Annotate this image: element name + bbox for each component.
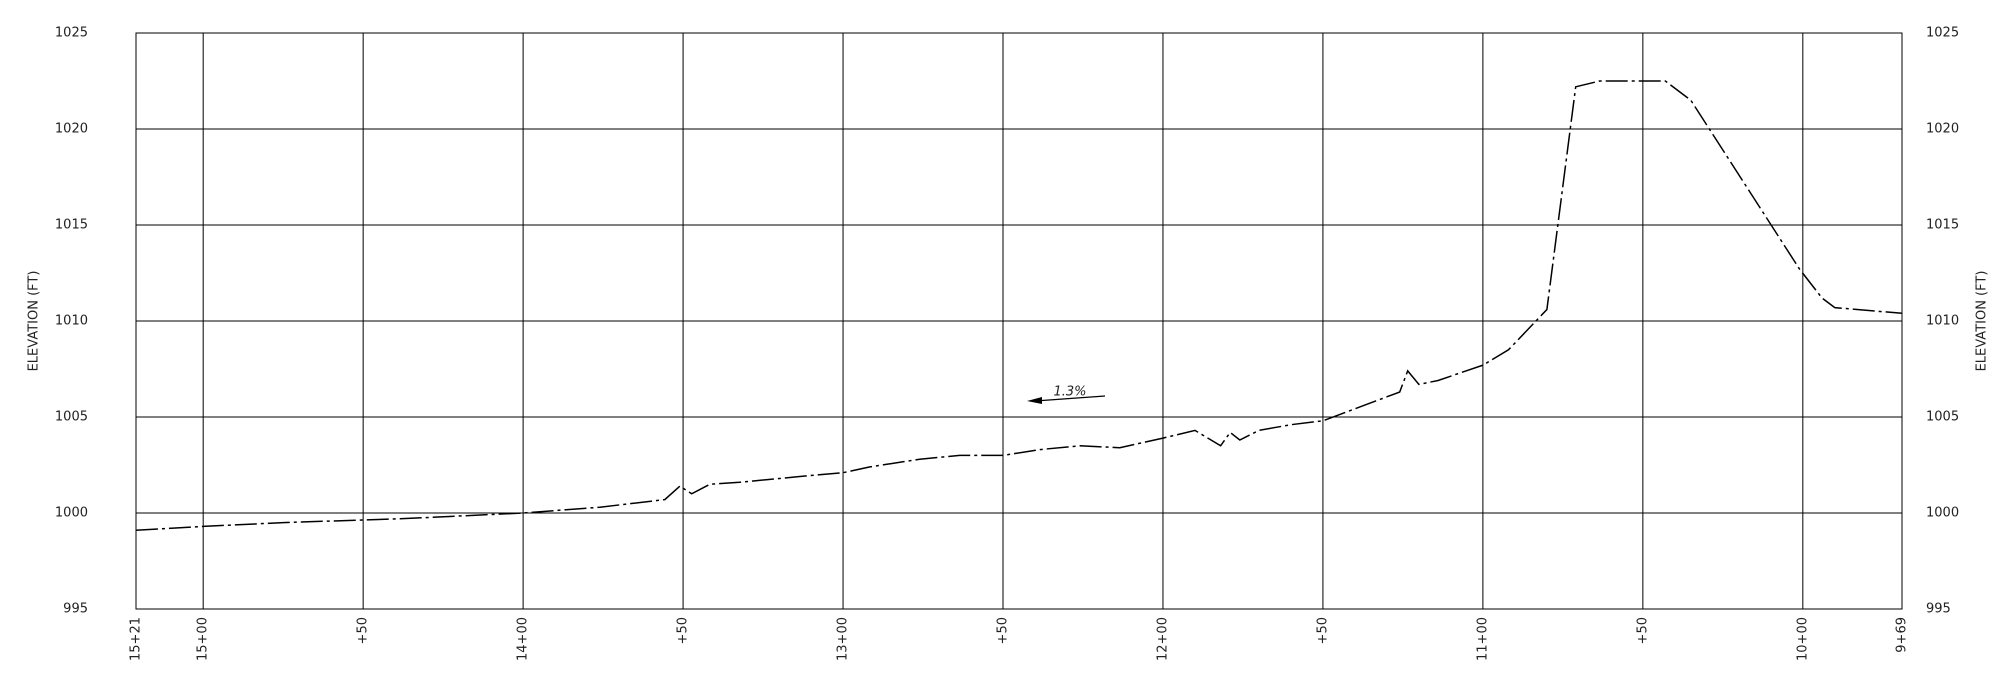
x-tick-label: 13+00 — [836, 617, 851, 661]
y-tick-label: 995 — [63, 602, 88, 617]
y-tick-label-right: 1000 — [1926, 506, 1959, 521]
y-tick-label-right: 1010 — [1926, 314, 1959, 329]
x-tick-label: 15+00 — [196, 617, 211, 661]
y-tick-label-right: 1005 — [1926, 410, 1959, 425]
x-tick-label: 11+00 — [1475, 617, 1490, 661]
x-tick-label: +50 — [1315, 617, 1330, 644]
y-tick-label: 1005 — [55, 410, 88, 425]
x-tick-label: 12+00 — [1155, 617, 1170, 661]
x-tick-label: 9+69 — [1895, 617, 1910, 653]
y-axis-title-right: ELEVATION (FT) — [1975, 271, 1990, 372]
profile-line — [135, 80, 1903, 532]
y-tick-label-right: 1020 — [1926, 122, 1959, 137]
y-tick-label: 1010 — [55, 314, 88, 329]
y-tick-label-right: 1025 — [1926, 26, 1959, 41]
y-tick-label-right: 1015 — [1926, 218, 1959, 233]
slope-annotation: 1.3% — [1053, 385, 1086, 400]
slope-arrow — [1034, 395, 1106, 402]
plot-frame — [135, 32, 1903, 610]
x-tick-label: 10+00 — [1795, 617, 1810, 661]
y-tick-label: 1020 — [55, 122, 88, 137]
y-tick-label-right: 995 — [1926, 602, 1951, 617]
x-tick-label: +50 — [356, 617, 371, 644]
y-tick-label: 1000 — [55, 506, 88, 521]
x-tick-label: 14+00 — [516, 617, 531, 661]
y-tick-label: 1025 — [55, 26, 88, 41]
y-axis-title-left: ELEVATION (FT) — [27, 271, 42, 372]
x-tick-label: 15+21 — [129, 617, 144, 661]
x-tick-label: +50 — [676, 617, 691, 644]
slope-arrow-head — [1027, 397, 1042, 404]
x-tick-label: +50 — [1635, 617, 1650, 644]
y-tick-label: 1015 — [55, 218, 88, 233]
x-tick-label: +50 — [996, 617, 1011, 644]
